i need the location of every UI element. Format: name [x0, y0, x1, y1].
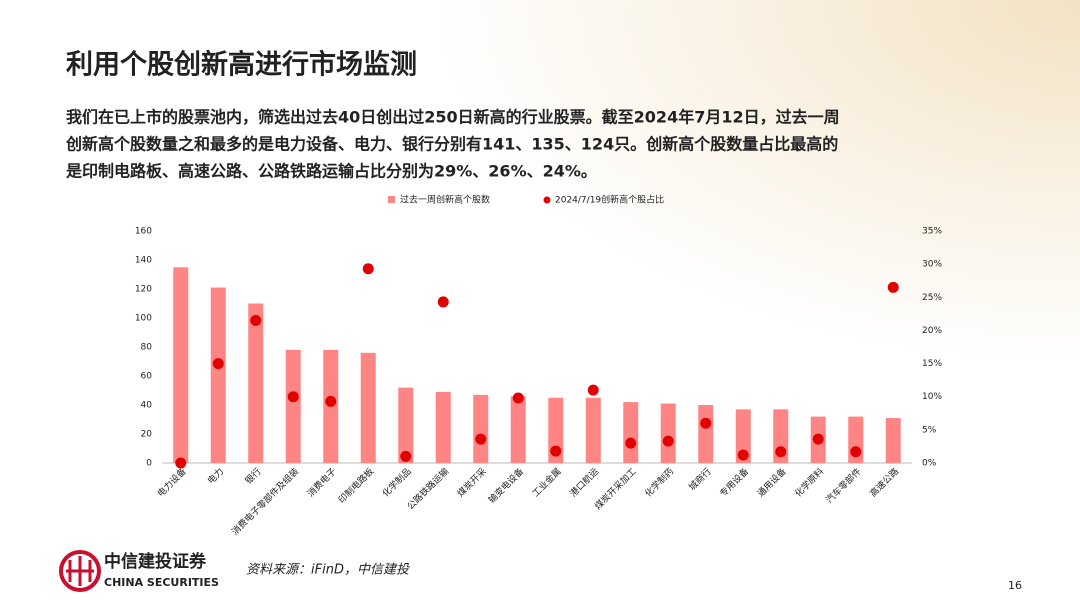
- body-line: 是印制电路板、高速公路、公路铁路运输占比分别为29%、26%、24%。: [65, 162, 597, 181]
- y-tick-label: 0: [146, 459, 152, 469]
- point: [587, 384, 599, 396]
- y2-tick-label: 35%: [922, 227, 942, 237]
- y-tick-label: 160: [135, 227, 152, 237]
- y2-tick-label: 10%: [922, 392, 942, 402]
- y2-tick-label: 0%: [922, 459, 937, 469]
- point: [362, 263, 374, 275]
- point: [400, 450, 412, 462]
- legend-label: 2024/7/19创新高个股占比: [555, 194, 664, 206]
- point: [287, 391, 299, 403]
- y2-tick-label: 25%: [922, 293, 942, 303]
- point: [437, 296, 449, 308]
- page-number: 16: [1008, 579, 1022, 592]
- point: [475, 433, 487, 445]
- bar: [285, 349, 301, 463]
- point: [775, 446, 787, 458]
- bar: [248, 303, 264, 463]
- y2-tick-label: 30%: [922, 260, 942, 270]
- y2-tick-label: 20%: [922, 326, 942, 336]
- point: [850, 446, 862, 458]
- y-tick-label: 40: [141, 401, 153, 411]
- bar: [435, 391, 451, 463]
- bar: [735, 409, 751, 463]
- slide-title: 利用个股创新高进行市场监测: [66, 49, 417, 81]
- bar: [885, 418, 901, 463]
- bar: [660, 403, 676, 463]
- point: [625, 437, 637, 449]
- y-tick-label: 20: [141, 430, 153, 440]
- point: [512, 392, 524, 404]
- y-tick-label: 60: [141, 372, 153, 382]
- point: [325, 395, 337, 407]
- bar: [210, 287, 226, 463]
- bar: [510, 396, 526, 463]
- legend-swatch: [388, 196, 395, 203]
- source: 资料来源：iFinD，中信建投: [246, 563, 410, 578]
- y-tick-label: 80: [141, 343, 153, 353]
- point: [700, 417, 712, 429]
- body-line: 创新高个股数量之和最多的是电力设备、电力、银行分别有141、135、124只。创…: [65, 135, 838, 154]
- bar: [398, 387, 414, 463]
- point: [175, 457, 187, 469]
- point: [250, 314, 262, 326]
- y2-tick-label: 15%: [922, 359, 942, 369]
- point: [887, 281, 899, 293]
- point: [737, 449, 749, 461]
- y2-tick-label: 5%: [922, 425, 937, 435]
- body-line: 我们在已上市的股票池内，筛选出过去40日创出过250日新高的行业股票。截至202…: [66, 108, 840, 127]
- bar: [548, 397, 564, 463]
- point: [812, 433, 824, 445]
- bar: [173, 267, 189, 463]
- bar: [585, 397, 601, 463]
- logo-cn: 中信建投证券: [104, 551, 207, 572]
- y-tick-label: 140: [135, 256, 152, 266]
- legend-label: 过去一周创新高个股数: [400, 194, 490, 206]
- y-tick-label: 100: [135, 314, 152, 324]
- legend-swatch: [543, 196, 551, 204]
- point: [212, 358, 224, 370]
- point: [662, 435, 674, 447]
- bar: [698, 405, 714, 463]
- bar: [360, 352, 376, 463]
- logo-en: CHINA SECURITIES: [104, 576, 219, 589]
- y-tick-label: 120: [135, 285, 152, 295]
- bar: [473, 394, 489, 463]
- logo: 中信建投证券 CHINA SECURITIES: [59, 550, 219, 592]
- point: [550, 445, 562, 457]
- bar: [623, 402, 639, 463]
